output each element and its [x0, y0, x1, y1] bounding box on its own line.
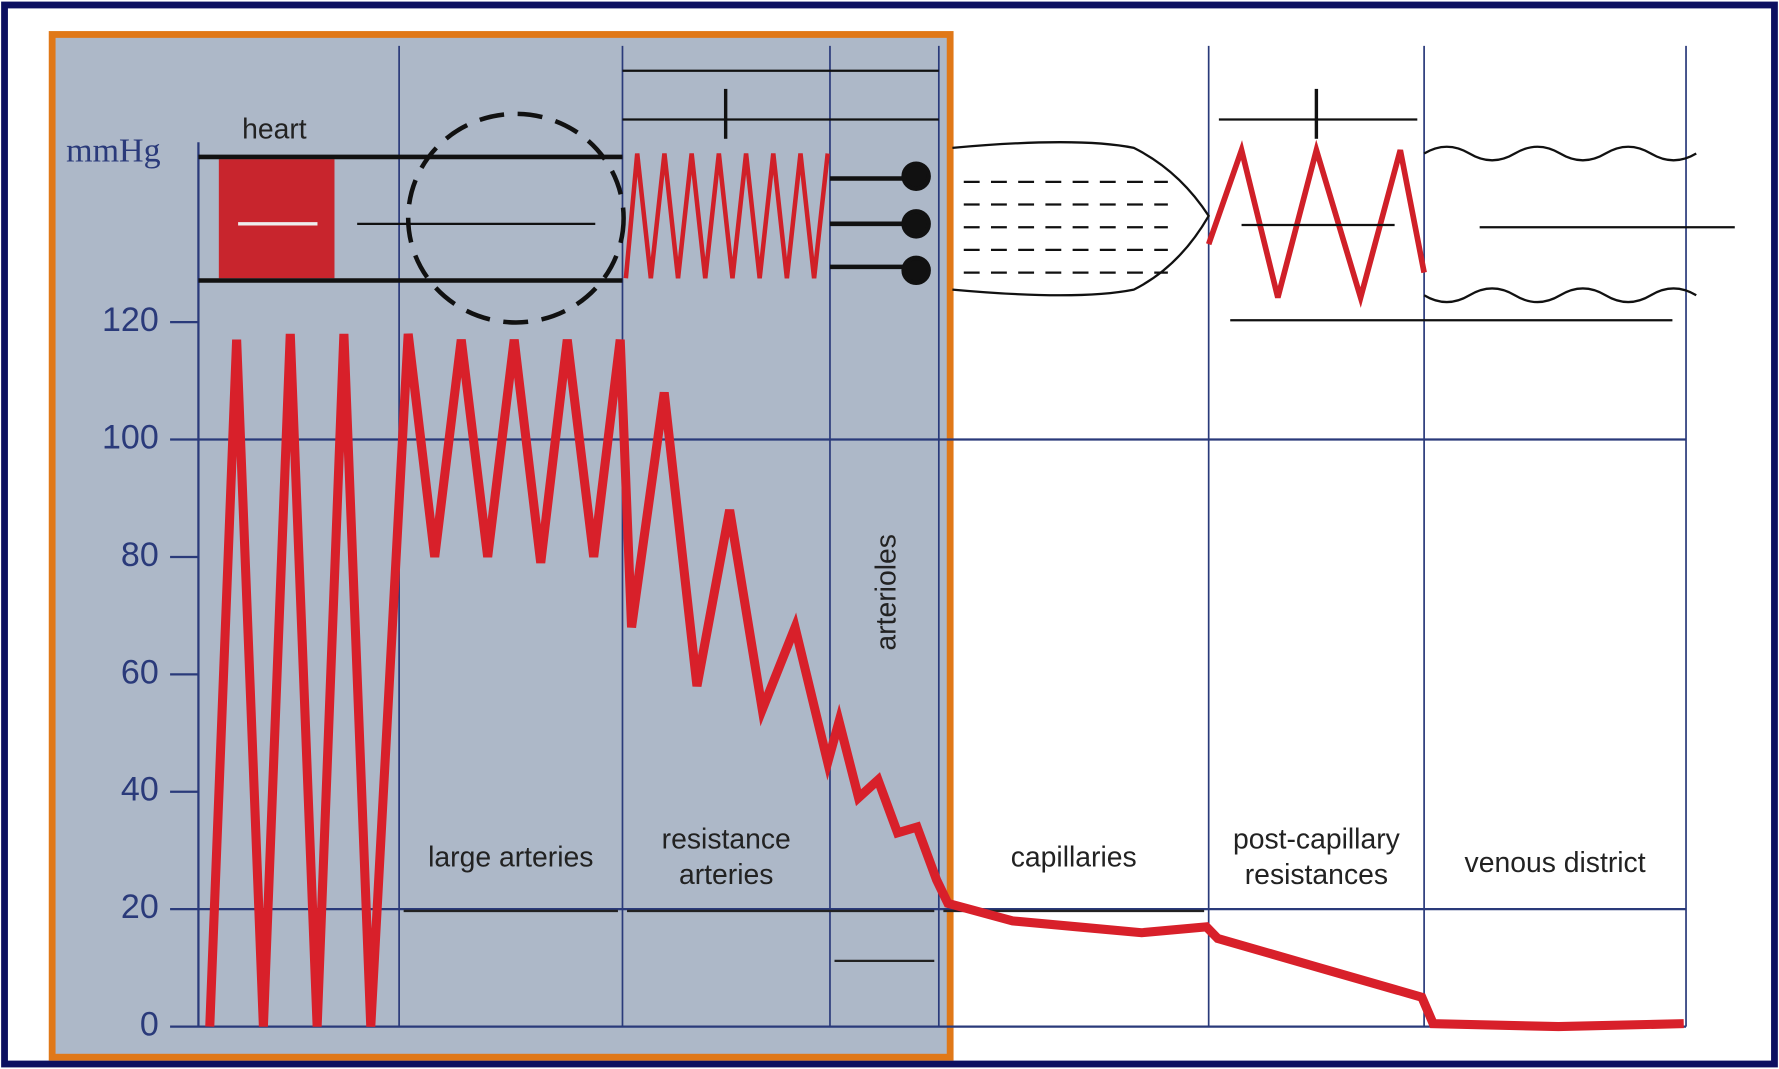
segment-label: heart — [242, 113, 307, 145]
segment-label: resistances — [1245, 859, 1388, 891]
segment-label: venous district — [1465, 847, 1646, 879]
y-tick-label: 40 — [121, 771, 159, 809]
y-tick-label: 120 — [102, 301, 159, 339]
segment-label: arterioles — [870, 534, 902, 651]
y-axis-unit: mmHg — [66, 132, 160, 169]
segment-label: large arteries — [428, 841, 593, 873]
figure: mmHg 0 20 40 60 80 100 120 heart large arteries r… — [0, 0, 1779, 1069]
y-tick-label: 60 — [121, 653, 159, 691]
y-tick-label: 100 — [102, 419, 159, 457]
segment-label: capillaries — [1011, 841, 1137, 873]
y-tick-label: 0 — [140, 1006, 159, 1044]
y-tick-label: 80 — [121, 536, 159, 574]
segment-label: post-capillary — [1233, 824, 1401, 856]
segment-label: arteries — [679, 859, 773, 891]
highlight-box — [52, 34, 950, 1057]
segment-label: resistance — [662, 824, 791, 856]
y-tick-label: 20 — [121, 888, 159, 926]
